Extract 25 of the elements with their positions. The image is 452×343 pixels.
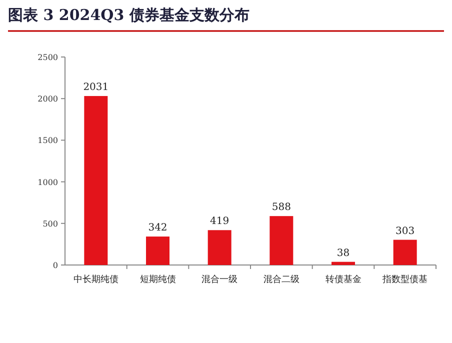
bar: [208, 230, 232, 265]
y-tick-label: 2000: [38, 94, 58, 104]
y-tick-label: 1500: [38, 136, 58, 146]
data-label: 303: [396, 226, 415, 237]
bar: [393, 240, 417, 265]
chart-title: 图表 3 2024Q3 债券基金支数分布: [8, 6, 250, 24]
data-label: 2031: [83, 82, 109, 94]
y-tick-label: 1000: [38, 178, 58, 187]
x-tick-label: 中长期纯债: [73, 274, 118, 285]
bar: [146, 236, 170, 265]
data-label: 342: [148, 222, 168, 234]
data-label: 38: [336, 248, 350, 259]
y-tick-label: 0: [52, 261, 58, 270]
x-tick-label: 短期纯债: [140, 274, 176, 285]
bar: [84, 96, 108, 265]
x-tick-label: 指数型债基: [382, 274, 428, 285]
y-tick-label: 2500: [38, 53, 58, 62]
bar: [332, 262, 355, 265]
data-label: 588: [272, 202, 291, 214]
bar: [270, 216, 294, 265]
x-tick-label: 混合二级: [263, 274, 300, 285]
y-tick-label: 500: [42, 219, 58, 228]
x-tick-label: 混合一级: [202, 274, 238, 285]
x-tick-label: 转债基金: [325, 274, 362, 285]
data-label: 419: [210, 216, 230, 228]
